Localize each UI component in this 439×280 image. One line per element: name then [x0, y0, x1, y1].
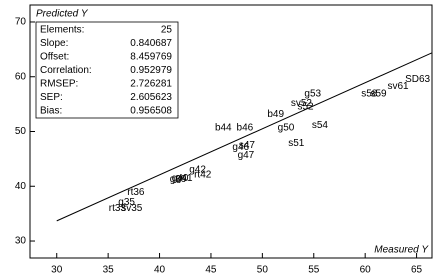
stat-value: 2.726281 [130, 79, 172, 90]
y-tick-label: 40 [15, 181, 27, 192]
x-tick-label: 65 [411, 265, 423, 276]
point-label: sv35 [121, 203, 143, 214]
x-tick-label: 45 [205, 265, 217, 276]
point-label: s58 [361, 88, 378, 99]
point-label: rt36 [127, 187, 145, 198]
stat-value: 8.459769 [130, 52, 172, 63]
stat-label: Correlation: [40, 65, 92, 76]
stat-value: 0.840687 [130, 38, 172, 49]
stat-label: Slope: [40, 38, 68, 49]
stats-box [35, 21, 179, 119]
point-label: g42 [189, 164, 206, 175]
stat-label: Elements: [40, 25, 84, 36]
x-tick-label: 55 [308, 265, 320, 276]
point-label: g47 [238, 150, 255, 161]
point-label: g53 [304, 88, 321, 99]
y-tick-label: 50 [15, 126, 27, 137]
x-tick-label: 30 [51, 265, 63, 276]
point-label: SD63 [405, 74, 430, 85]
point-label: sv52 [291, 98, 313, 109]
point-label: rt42 [194, 169, 212, 180]
x-tick-label: 60 [360, 265, 372, 276]
stat-value: 2.605623 [130, 92, 172, 103]
stat-label: Bias: [40, 106, 62, 117]
point-label: sv61 [388, 81, 410, 92]
point-label: s51 [288, 138, 305, 149]
stat-value: 0.952979 [130, 65, 172, 76]
x-tick-label: 50 [257, 265, 269, 276]
y-axis-label: Predicted Y [36, 9, 89, 20]
stat-value: 0.956508 [130, 106, 172, 117]
x-axis-label: Measured Y [374, 245, 429, 256]
point-label: g35 [118, 197, 135, 208]
point-label: rt33 [109, 203, 127, 214]
point-label: b49 [267, 109, 284, 120]
y-tick-label: 70 [15, 17, 27, 28]
point-label: s59 [370, 88, 387, 99]
stat-label: Offset: [40, 52, 69, 63]
point-label: g40 [172, 173, 189, 184]
y-tick-label: 30 [15, 236, 27, 247]
point-label: g39 [170, 174, 187, 185]
y-tick-label: 60 [15, 71, 27, 82]
point-label: s47 [239, 140, 256, 151]
point-label: s52 [297, 101, 314, 112]
point-label: b44 [215, 122, 232, 133]
point-label: g41 [176, 173, 193, 184]
x-tick-label: 35 [103, 265, 115, 276]
regression-line [56, 52, 433, 222]
stat-value: 25 [161, 25, 173, 36]
stat-label: RMSEP: [40, 79, 78, 90]
point-label: g46 [232, 142, 249, 153]
x-tick-label: 40 [154, 265, 166, 276]
point-label: b46 [237, 122, 254, 133]
point-label: s54 [312, 120, 329, 131]
stat-label: SEP: [40, 92, 63, 103]
point-label: g50 [278, 122, 295, 133]
